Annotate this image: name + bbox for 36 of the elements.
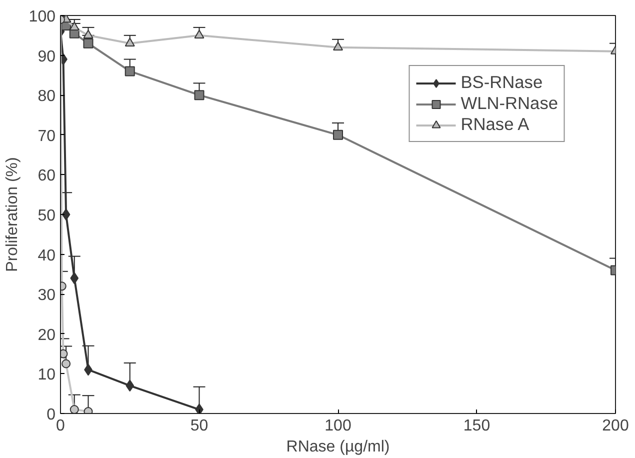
point bbox=[62, 359, 71, 368]
y-tick-label: 20 bbox=[38, 326, 56, 344]
y-tick-label: 50 bbox=[38, 208, 56, 224]
point bbox=[70, 272, 79, 284]
point bbox=[124, 66, 135, 76]
point bbox=[69, 22, 80, 31]
y-axis-title: Proliferation (%) bbox=[4, 157, 21, 272]
x-tick-label: 200 bbox=[602, 418, 629, 434]
x-axis-title: RNase (µg/ml) bbox=[286, 438, 390, 456]
point bbox=[124, 38, 135, 46]
point bbox=[70, 405, 79, 414]
x-tick-label: 100 bbox=[324, 418, 352, 434]
point bbox=[83, 30, 94, 38]
point bbox=[194, 90, 204, 100]
point bbox=[62, 208, 70, 220]
x-tick-label: 150 bbox=[463, 418, 490, 434]
y-tick-label: 10 bbox=[38, 366, 56, 384]
y-tick-label: 0 bbox=[46, 406, 56, 424]
y-tick-label: 100 bbox=[28, 8, 56, 26]
y-tick-label: 70 bbox=[38, 128, 56, 145]
point bbox=[195, 404, 204, 414]
point bbox=[126, 380, 134, 392]
y-tick-label: 90 bbox=[38, 48, 56, 66]
x-tick-label: 50 bbox=[190, 418, 208, 434]
y-tick-label: 30 bbox=[38, 287, 56, 304]
point bbox=[194, 30, 204, 38]
y-tick-label: 60 bbox=[38, 168, 56, 185]
legend-label: WLN-RNase bbox=[460, 93, 558, 114]
y-tick-label: 80 bbox=[38, 88, 56, 106]
point bbox=[333, 42, 343, 50]
point bbox=[83, 38, 94, 48]
legend-label: RNase A bbox=[460, 114, 530, 135]
point bbox=[60, 349, 68, 358]
y-tick-label: 40 bbox=[38, 247, 56, 264]
point bbox=[333, 130, 343, 140]
legend-label: BS-RNase bbox=[460, 72, 543, 93]
